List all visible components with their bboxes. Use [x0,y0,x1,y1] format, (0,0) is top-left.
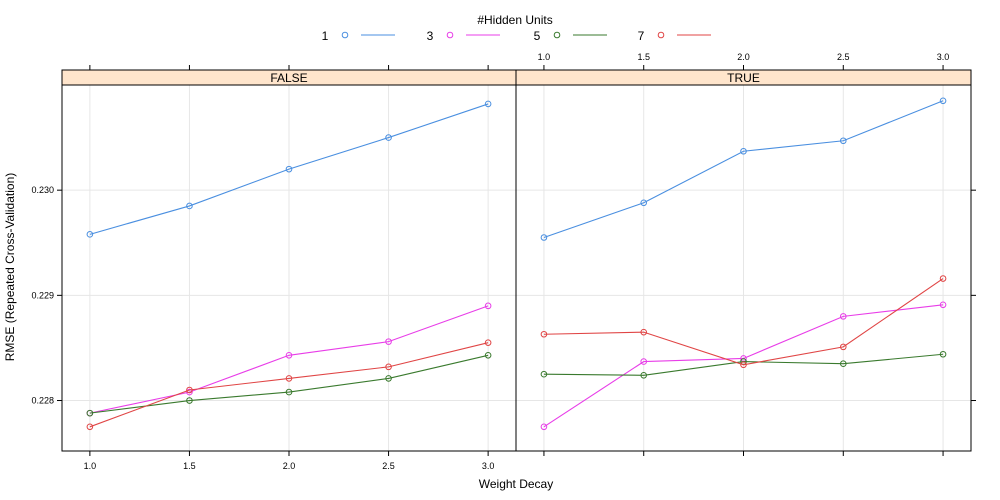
series-line-7 [543,278,944,366]
series-5 [86,351,492,417]
data-point [640,371,648,379]
data-point [484,302,492,310]
panels: FALSE 1.0 1.5 2.0 2.5 3.0 0.228 0.229 0.230 TRUE 1… [31,52,976,471]
legend-point-3 [446,31,454,39]
data-point [839,137,847,145]
x-tick-label: 2.0 [283,461,296,471]
x-tick-label: 3.0 [937,52,950,62]
series-line-1 [543,100,944,239]
data-point [939,275,947,282]
legend-point-1 [341,31,349,39]
data-point [186,386,193,394]
legend-label-1: 1 [322,29,329,43]
y-tick-label: 0.229 [31,290,54,300]
legend-entry-1: 1 [322,29,395,43]
y-tick-label: 0.230 [31,185,54,195]
x-tick-label: 1.0 [538,52,551,62]
data-point [540,234,548,241]
x-axis-title: Weight Decay [479,477,553,491]
data-point [285,165,293,173]
x-tick-label: 2.0 [737,52,750,62]
series-line-5 [89,354,489,414]
data-point [484,339,492,346]
x-tick-label: 1.5 [183,461,196,471]
data-point [385,375,392,382]
x-tick-label: 1.5 [637,52,650,62]
legend-entry-7: 7 [638,29,711,43]
legend-entry-5: 5 [534,29,607,43]
data-point [640,199,648,207]
data-point [385,338,392,345]
data-point [86,409,94,417]
series-line-7 [89,342,489,428]
legend: #Hidden Units 1 3 5 7 [322,13,711,43]
legend-label-3: 3 [427,29,434,43]
data-point [939,350,947,358]
data-point [540,330,548,338]
data-point [186,388,193,396]
strip-label: FALSE [270,71,307,85]
series-7 [86,339,492,431]
data-point [839,313,847,320]
data-point [640,358,648,365]
data-point [839,343,847,351]
grid [516,85,971,451]
series-7 [540,275,947,369]
series-line-3 [89,305,489,414]
data-point [540,423,548,431]
data-point [186,202,193,210]
legend-label-5: 5 [534,29,541,43]
data-point [484,351,492,359]
legend-title: #Hidden Units [477,13,552,27]
data-point [740,147,747,155]
data-point [740,361,747,369]
data-point [285,375,293,382]
data-point [939,97,947,105]
data-point [484,100,492,108]
x-tick-label: 3.0 [482,461,495,471]
data-point [385,363,392,371]
strip-label: TRUE [727,71,760,85]
y-tick-label: 0.228 [31,396,54,406]
panel-true: TRUE 1.0 1.5 2.0 2.5 3.0 [515,52,976,456]
y-axis-title: RMSE (Repeated Cross-Validation) [3,173,17,362]
legend-entry-3: 3 [427,29,500,43]
legend-label-7: 7 [638,29,645,43]
data-point [640,328,648,336]
data-point [186,397,193,404]
series-1 [540,97,947,241]
data-point [540,370,548,378]
data-point [86,423,94,431]
panel-false: FALSE 1.0 1.5 2.0 2.5 3.0 0.228 0.229 0.230 [31,65,517,471]
data-point [86,231,94,238]
series-1 [86,100,492,238]
data-point [385,134,392,141]
x-tick-label: 1.0 [84,461,97,471]
x-tick-label: 2.5 [837,52,850,62]
legend-point-7 [657,31,665,39]
data-point [285,388,293,396]
series-line-1 [89,103,489,235]
legend-point-5 [553,31,561,39]
x-tick-label: 2.5 [382,461,395,471]
data-point [285,351,293,359]
data-point [839,360,847,368]
data-point [939,301,947,309]
grid [62,85,516,451]
